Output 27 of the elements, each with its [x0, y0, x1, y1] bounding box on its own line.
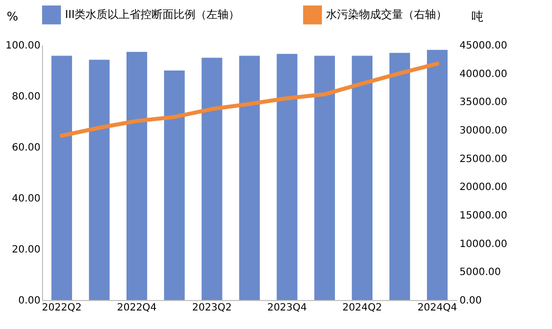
x-tick-label: 2022Q2 — [42, 302, 82, 314]
y2-tick-label: 5000.00 — [460, 267, 501, 278]
y2-tick-label: 25000.00 — [460, 154, 508, 165]
y2-tick-label: 10000.00 — [460, 238, 508, 250]
x-tick-label: 2024Q4 — [417, 302, 458, 314]
y2-tick-label: 45000.00 — [460, 40, 508, 52]
y2-axis-title: 吨 — [472, 10, 484, 24]
y2-tick-label: 40000.00 — [460, 68, 508, 80]
y-tick-label: 20.00 — [12, 244, 40, 256]
y2-tick-label: 35000.00 — [460, 97, 508, 108]
y-tick-label: 40.00 — [12, 194, 40, 204]
x-tick-label: 2023Q2 — [192, 302, 232, 314]
legend-label: III类水质以上省控断面比例（左轴） — [65, 8, 240, 21]
x-tick-label: 2024Q2 — [342, 302, 382, 314]
line-series — [60, 62, 440, 138]
x-tick-label: 2022Q4 — [116, 302, 157, 314]
y2-tick-label: 20000.00 — [460, 182, 508, 194]
y2-tick-label: 15000.00 — [460, 210, 508, 222]
y2-tick-label: 0.00 — [460, 296, 482, 306]
y-tick-label: 80.00 — [12, 92, 40, 102]
y-axis-title: % — [6, 10, 18, 24]
y-tick-label: 60.00 — [12, 142, 40, 154]
y-tick-label: 100.00 — [6, 40, 40, 52]
x-tick-label: 2023Q4 — [267, 302, 307, 314]
legend-label: 水污染物成交量（右轴） — [326, 8, 447, 21]
y-tick-label: 0.00 — [18, 296, 40, 306]
y2-tick-label: 30000.00 — [460, 126, 508, 136]
